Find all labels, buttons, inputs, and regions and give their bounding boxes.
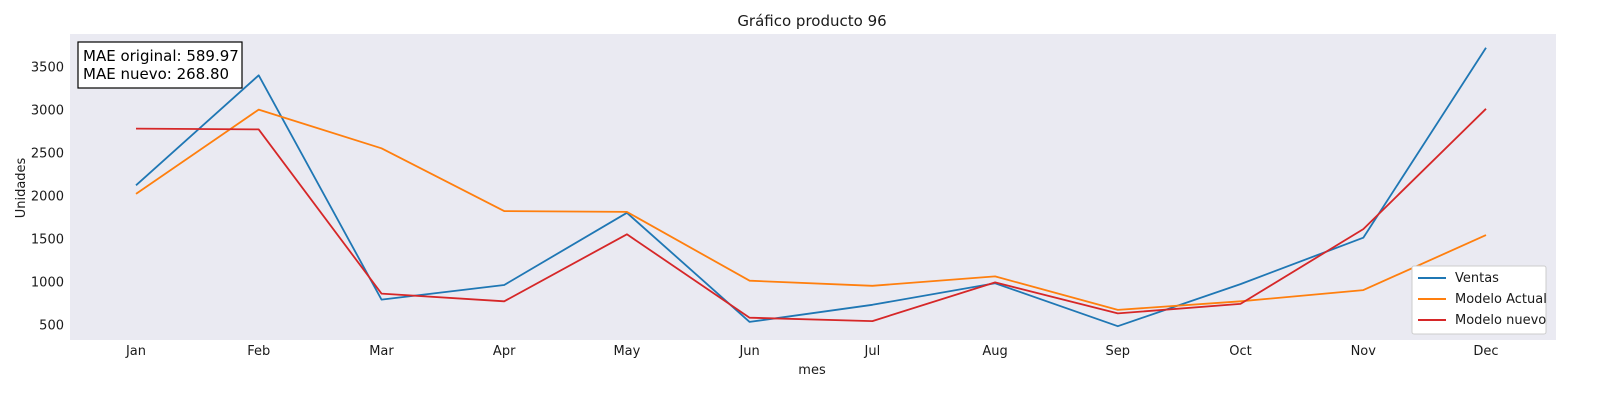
mae-original-text: MAE original: 589.97 <box>83 47 239 65</box>
y-tick-label: 3500 <box>31 61 64 76</box>
plot-area <box>70 34 1556 340</box>
axis-ticks: Jan Feb Mar Apr May Jun Jul Aug Sep Oct Nov Dec 500 1… <box>31 61 1499 359</box>
x-tick-label: Dec <box>1473 344 1498 359</box>
legend-label-modelo-actual: Modelo Actual <box>1455 292 1547 307</box>
legend: Ventas Modelo Actual Modelo nuevo <box>1411 265 1547 335</box>
x-tick-label: Sep <box>1106 344 1131 359</box>
legend-label-modelo-nuevo: Modelo nuevo <box>1455 313 1546 328</box>
x-tick-label: Feb <box>247 344 270 359</box>
legend-frame <box>1411 265 1547 335</box>
legend-label-ventas: Ventas <box>1455 271 1499 286</box>
x-tick-label: Nov <box>1351 344 1377 359</box>
annotation-frame <box>77 41 243 89</box>
series-line-modelo-nuevo <box>135 108 1487 323</box>
y-tick-label: 2500 <box>31 147 64 162</box>
series-line-ventas <box>135 47 1487 328</box>
y-tick-label: 500 <box>39 319 64 334</box>
y-tick-label: 1000 <box>31 276 64 291</box>
mae-annotation-box: MAE original: 589.97 MAE nuevo: 268.80 <box>77 41 243 89</box>
x-tick-label: Mar <box>369 344 394 359</box>
x-tick-label: May <box>613 344 640 359</box>
x-tick-label: Jan <box>125 344 146 359</box>
x-axis-label: mes <box>798 363 826 378</box>
y-tick-label: 3000 <box>31 104 64 119</box>
mae-nuevo-text: MAE nuevo: 268.80 <box>83 65 229 83</box>
x-tick-label: Jul <box>864 344 881 359</box>
x-tick-label: Aug <box>982 344 1007 359</box>
x-tick-label: Oct <box>1229 344 1251 359</box>
y-tick-label: 1500 <box>31 233 64 248</box>
x-tick-label: Jun <box>738 344 759 359</box>
y-axis-label: Unidades <box>14 157 29 218</box>
series-line-modelo-actual <box>135 108 1487 311</box>
series-lines <box>135 47 1487 328</box>
y-tick-label: 2000 <box>31 190 64 205</box>
chart-title: Gráfico producto 96 <box>737 12 886 30</box>
x-tick-label: Apr <box>493 344 516 359</box>
